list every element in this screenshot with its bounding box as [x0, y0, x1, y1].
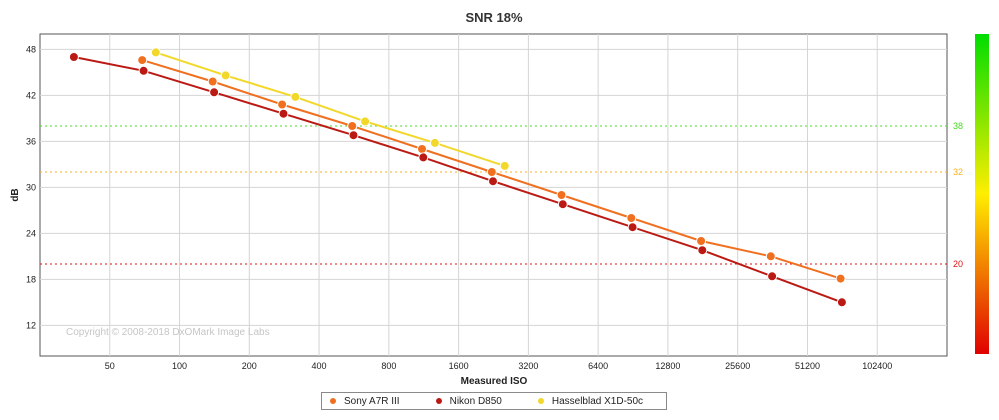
- series-point-2: [150, 47, 161, 58]
- x-tick-label: 12800: [655, 361, 680, 371]
- x-tick-label: 51200: [795, 361, 820, 371]
- x-tick-label: 100: [172, 361, 187, 371]
- series-point-0: [347, 121, 358, 131]
- series-point-0: [137, 55, 148, 66]
- series-point-0: [626, 213, 637, 223]
- legend-label-nikon: Nikon D850: [449, 395, 502, 407]
- series-point-0: [277, 99, 288, 110]
- x-tick-label: 200: [242, 361, 257, 371]
- series-point-2: [220, 70, 231, 81]
- legend-label-hasselblad: Hasselblad X1D-50c: [551, 395, 644, 407]
- series-point-2: [499, 160, 510, 171]
- x-axis-label: Measured ISO: [461, 376, 528, 387]
- y-axis-label: dB: [10, 188, 21, 201]
- x-tick-label: 3200: [518, 361, 538, 371]
- x-tick-label: 400: [312, 361, 327, 371]
- series-point-2: [290, 91, 301, 102]
- y-tick-label: 42: [26, 90, 36, 100]
- colorbar: [975, 34, 989, 354]
- x-tick-label: 50: [105, 361, 115, 371]
- series-point-2: [360, 116, 371, 127]
- series-point-0: [486, 167, 497, 177]
- series-point-0: [835, 273, 846, 284]
- series-point-2: [429, 137, 440, 148]
- legend-item-nikon[interactable]: Nikon D850: [435, 395, 502, 407]
- series-point-1: [209, 87, 220, 98]
- chart-title: SNR 18%: [465, 10, 523, 25]
- legend-marker-hasselblad: [537, 398, 544, 404]
- y-tick-label: 18: [26, 274, 36, 284]
- series-point-1: [418, 152, 429, 163]
- series-line-1: [73, 56, 843, 304]
- legend-label-sony: Sony A7R III: [344, 395, 400, 407]
- watermark: Copyright © 2008-2018 DxOMark Image Labs: [66, 327, 270, 338]
- series-point-1: [697, 245, 708, 256]
- x-tick-label: 6400: [588, 361, 608, 371]
- y-tick-label: 12: [26, 320, 36, 330]
- y-tick-label: 36: [26, 136, 36, 146]
- series-point-1: [767, 271, 778, 282]
- reference-label: 32: [953, 167, 963, 177]
- reference-label: 20: [953, 259, 963, 269]
- legend-item-sony[interactable]: Sony A7R III: [330, 396, 400, 407]
- legend-marker-sony: [330, 398, 336, 404]
- plot-area: [39, 33, 948, 357]
- series-point-0: [556, 190, 567, 200]
- y-tick-label: 24: [26, 228, 36, 238]
- series-point-1: [627, 222, 638, 233]
- series-point-0: [696, 236, 707, 246]
- legend: Sony A7R III Nikon D850 Hasselblad X1D-5…: [321, 392, 667, 410]
- series-point-1: [348, 130, 359, 141]
- reference-label: 38: [953, 121, 963, 131]
- series-line-2: [155, 51, 506, 167]
- x-tick-label: 102400: [862, 361, 892, 371]
- series-point-0: [765, 251, 776, 262]
- series-point-1: [557, 199, 568, 210]
- series-point-1: [278, 108, 289, 119]
- legend-item-hasselblad[interactable]: Hasselblad X1D-50c: [537, 395, 644, 407]
- y-tick-label: 30: [26, 182, 36, 192]
- series-point-1: [836, 297, 847, 308]
- x-tick-label: 1600: [449, 361, 469, 371]
- series-point-1: [488, 176, 498, 187]
- x-tick-label: 800: [381, 361, 396, 371]
- series-point-1: [68, 52, 79, 62]
- series-point-0: [207, 76, 218, 87]
- y-tick-label: 48: [26, 44, 36, 54]
- legend-marker-nikon: [435, 398, 442, 404]
- x-tick-label: 25600: [725, 361, 750, 371]
- series-point-1: [138, 65, 149, 76]
- series-point-0: [417, 144, 427, 154]
